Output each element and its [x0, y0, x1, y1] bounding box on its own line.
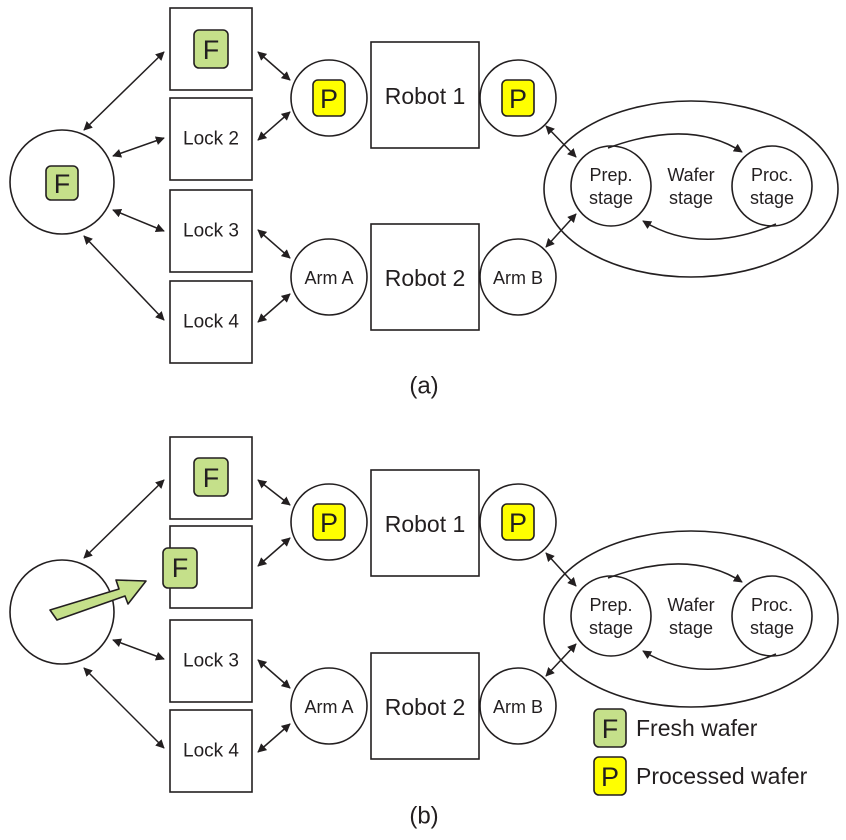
lock-2-label: Lock 2 [183, 129, 239, 150]
svg-text:F: F [54, 169, 71, 199]
lock-3-label: Lock 3 [183, 651, 239, 672]
legend: F Fresh wafer P Processed wafer [593, 708, 808, 796]
lock-3-label: Lock 3 [183, 221, 239, 242]
svg-text:P: P [509, 84, 527, 114]
arm-b-label: Arm B [493, 697, 543, 717]
svg-text:F: F [203, 35, 220, 65]
fresh-wafer-badge: F [193, 457, 229, 497]
svg-text:P: P [601, 762, 619, 792]
lock-4-b [169, 709, 253, 793]
arm-b-b [479, 667, 557, 745]
prep-stage-b [570, 575, 652, 657]
flow-arrow-prep-to-proc [607, 133, 743, 153]
caption-a: (a) [409, 373, 438, 400]
lock-3-a [169, 189, 253, 273]
robot-2-a [370, 223, 480, 331]
svg-text:stage: stage [750, 188, 794, 208]
prep-stage-a [570, 145, 652, 227]
lock-4-a [169, 280, 253, 364]
svg-text:stage: stage [589, 188, 633, 208]
svg-text:P: P [509, 508, 527, 538]
lock-1-a [169, 7, 253, 91]
robot-2-label: Robot 2 [385, 694, 466, 720]
robot-1-a [370, 41, 480, 149]
arm-a-b [290, 667, 368, 745]
svg-text:stage: stage [750, 618, 794, 638]
flow-arrow-prep-to-proc [607, 563, 743, 583]
processed-wafer-badge: P [501, 79, 535, 117]
processed-wafer-badge: P [312, 79, 346, 117]
svg-text:P: P [320, 508, 338, 538]
svg-text:Proc.: Proc. [751, 595, 793, 615]
lock-4-label: Lock 4 [183, 312, 239, 333]
svg-text:stage: stage [589, 618, 633, 638]
svg-text:Prep.: Prep. [589, 595, 632, 615]
arm-b-a [479, 238, 557, 316]
arm-a-label: Arm A [304, 268, 353, 288]
svg-text:Wafer: Wafer [667, 595, 714, 615]
svg-text:Prep.: Prep. [589, 165, 632, 185]
arm-a-a [290, 238, 368, 316]
caption-b: (b) [409, 803, 438, 830]
panel-a: F F Lock 2 Lock 3 Lock 4 P Robot 1 P Arm… [9, 7, 839, 400]
svg-text:stage: stage [669, 188, 713, 208]
svg-text:F: F [602, 714, 619, 744]
robot-1-label: Robot 1 [385, 511, 466, 537]
legend-fresh-badge: F [593, 708, 627, 748]
proc-stage-b [731, 575, 813, 657]
lock-2-a [169, 97, 253, 181]
flow-arrow-proc-to-prep [642, 220, 777, 240]
robot-2-label: Robot 2 [385, 265, 466, 291]
robot-2-b [370, 652, 480, 760]
proc-stage-a [731, 145, 813, 227]
lock-4-label: Lock 4 [183, 741, 239, 762]
svg-text:Wafer: Wafer [667, 165, 714, 185]
svg-text:stage: stage [669, 618, 713, 638]
arm-a-label: Arm A [304, 697, 353, 717]
fresh-wafer-badge: F [45, 165, 79, 201]
panel-b: F Lock 3 Lock 4 F P Robot 1 P Arm A Robo… [9, 436, 839, 830]
transfer-arrows-b [83, 479, 577, 753]
robot-1-b [370, 469, 480, 577]
lock-3-b [169, 619, 253, 703]
legend-processed-label: Processed wafer [636, 763, 808, 789]
svg-text:F: F [172, 553, 189, 583]
fresh-wafer-badge: F [162, 547, 198, 589]
arm-b-label: Arm B [493, 268, 543, 288]
svg-text:P: P [320, 84, 338, 114]
svg-text:Proc.: Proc. [751, 165, 793, 185]
legend-fresh-label: Fresh wafer [636, 715, 758, 741]
robot-1-label: Robot 1 [385, 83, 466, 109]
wafer-transfer-arrow [49, 579, 147, 621]
processed-wafer-badge: P [312, 503, 346, 541]
transfer-arrows-a [83, 51, 577, 323]
processed-wafer-badge: P [501, 503, 535, 541]
legend-processed-badge: P [593, 756, 627, 796]
fresh-wafer-badge: F [193, 29, 229, 69]
svg-text:F: F [203, 463, 220, 493]
flow-arrow-proc-to-prep [642, 650, 777, 670]
